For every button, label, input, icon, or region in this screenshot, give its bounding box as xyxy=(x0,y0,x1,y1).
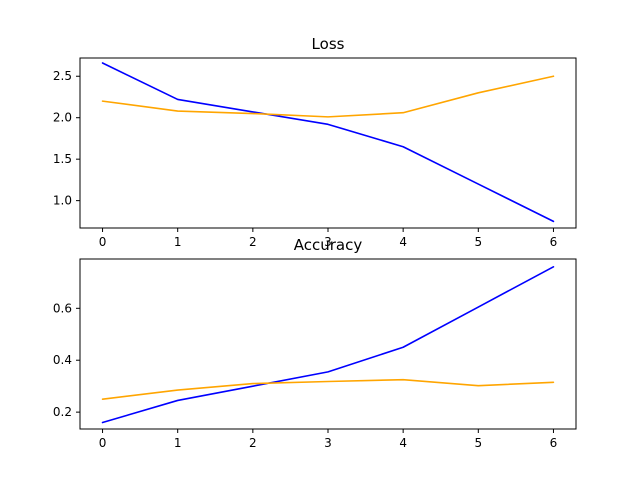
loss-x-tick-label: 5 xyxy=(474,235,482,249)
accuracy-x-tick-label: 1 xyxy=(174,436,182,450)
loss-x-tick-label: 6 xyxy=(550,235,558,249)
loss-y-tick-label: 1.0 xyxy=(53,194,72,208)
loss-axes-frame xyxy=(79,57,577,229)
accuracy-panel: 0 1 2 3 4 5 6 0.2 0.4 0.6 Accuracy xyxy=(53,236,577,450)
accuracy-x-tick-label: 3 xyxy=(324,436,332,450)
loss-x-tick-label: 4 xyxy=(399,235,407,249)
loss-y-tick-label: 1.5 xyxy=(53,152,72,166)
loss-x-tick-label: 2 xyxy=(249,235,257,249)
loss-panel: 0 1 2 3 4 5 6 1.0 1.5 2.0 2.5 Loss xyxy=(53,35,577,249)
accuracy-y-tick-label: 0.4 xyxy=(53,353,72,367)
loss-x-tick-label: 3 xyxy=(324,235,332,249)
loss-x-tick-label: 0 xyxy=(99,235,107,249)
accuracy-x-tick-label: 0 xyxy=(99,436,107,450)
loss-chart-title: Loss xyxy=(312,35,345,53)
accuracy-series-orange-line xyxy=(101,378,555,400)
accuracy-x-tick-label: 5 xyxy=(474,436,482,450)
accuracy-axes-frame xyxy=(79,258,577,430)
accuracy-y-tick-label: 0.6 xyxy=(53,301,72,315)
accuracy-x-tick-label: 2 xyxy=(249,436,257,450)
loss-y-tick-label: 2.0 xyxy=(53,111,72,125)
accuracy-x-tick-label: 6 xyxy=(550,436,558,450)
accuracy-y-tick-label: 0.2 xyxy=(53,405,72,419)
loss-y-tick-label: 2.5 xyxy=(53,69,72,83)
loss-series-blue-line xyxy=(101,62,555,223)
accuracy-chart-title: Accuracy xyxy=(294,236,363,254)
loss-series-orange-line xyxy=(101,75,555,118)
loss-x-tick-label: 1 xyxy=(174,235,182,249)
accuracy-x-tick-label: 4 xyxy=(399,436,407,450)
accuracy-series-blue-line xyxy=(101,265,555,424)
